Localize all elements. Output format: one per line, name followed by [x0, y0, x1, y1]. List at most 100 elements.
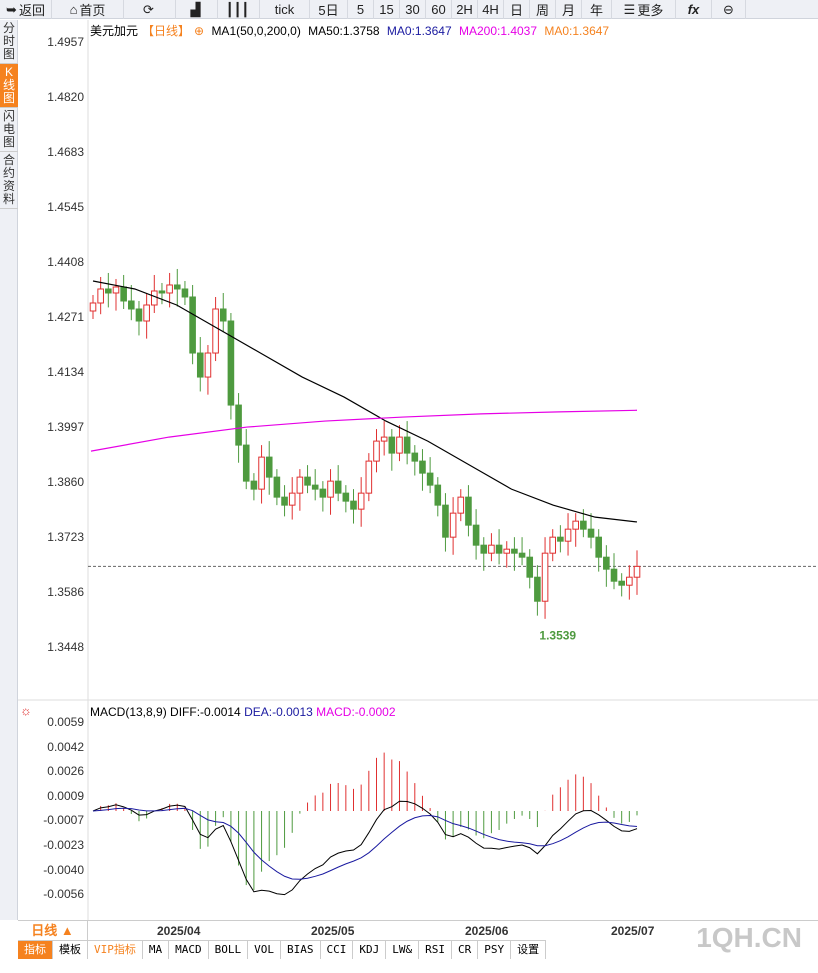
- sidebar-tab[interactable]: 闪电图: [0, 108, 18, 152]
- candle-body: [288, 492, 296, 506]
- ma-indicator-name[interactable]: MA1(50,0,200,0): [211, 24, 301, 38]
- period-5日-button[interactable]: 5日: [310, 0, 348, 19]
- toolbar-label: 年: [589, 3, 603, 18]
- macd-dea-line: [92, 807, 638, 880]
- candle-body: [273, 476, 281, 498]
- candle-body: [365, 460, 373, 494]
- period-年-button[interactable]: 年: [582, 0, 612, 19]
- indicator-tab[interactable]: CCI: [321, 941, 354, 959]
- home-button[interactable]: ⌂ 首页: [52, 0, 124, 19]
- price-axis-label: 1.3997: [47, 420, 84, 434]
- candle-body: [357, 492, 365, 510]
- candle-body: [626, 576, 633, 586]
- toolbar-label: 60: [431, 2, 446, 17]
- candle-body: [235, 404, 242, 446]
- candle-body: [135, 308, 143, 322]
- candle-body: [189, 296, 196, 354]
- candle-body: [587, 528, 595, 538]
- candle-body: [242, 444, 250, 482]
- candle-body: [449, 512, 457, 538]
- toolbar-label: fx: [687, 2, 700, 17]
- macd-axis-label: 0.0009: [47, 788, 84, 803]
- date-label: 2025/05: [311, 924, 355, 938]
- back-button[interactable]: ➥ 返回: [0, 0, 52, 19]
- period-15-button[interactable]: 15: [374, 0, 400, 19]
- candle-body: [250, 480, 258, 490]
- candle-body: [212, 308, 219, 354]
- ma50-line: [92, 280, 638, 523]
- indicator-tab[interactable]: BOLL: [209, 941, 249, 959]
- candle-body: [150, 290, 158, 306]
- indicator-tab[interactable]: VOL: [248, 941, 281, 959]
- period-5-button[interactable]: 5: [348, 0, 374, 19]
- indicator-tab[interactable]: LW&: [386, 941, 420, 959]
- macd-axis-label: -0.0023: [43, 838, 84, 852]
- toolbar-label: 5日: [318, 3, 339, 18]
- candle-body: [419, 460, 426, 474]
- macd-name[interactable]: MACD(13,8,9): [90, 705, 167, 719]
- menu-button[interactable]: ☰ 更多: [612, 0, 676, 19]
- chart-legend: 美元加元 【日线】 ⊕ MA1(50,0,200,0) MA50:1.3758 MA…: [90, 22, 613, 39]
- toolbar-label: 5: [356, 2, 365, 17]
- candle-body: [396, 436, 403, 454]
- indicator-tab[interactable]: BIAS: [281, 941, 321, 959]
- sidebar-tab[interactable]: 分时图: [0, 20, 18, 64]
- add-icon[interactable]: ⊕: [194, 24, 205, 38]
- period-tick-button[interactable]: tick: [260, 0, 310, 19]
- sidebar-tab[interactable]: 合约资料: [0, 152, 18, 209]
- date-label: 2025/04: [157, 924, 201, 938]
- candle-body: [534, 576, 541, 602]
- ma0-value: MA0:1.3647: [386, 24, 452, 38]
- candle-body: [334, 480, 342, 494]
- indicator-tab[interactable]: VIP指标: [88, 941, 143, 959]
- macd-axis-label: 0.0042: [47, 739, 84, 754]
- period-月-button[interactable]: 月: [556, 0, 582, 19]
- candle-body: [304, 476, 311, 486]
- macd-value: MACD:-0.0002: [316, 705, 396, 719]
- period-selector[interactable]: 日线 ▲: [18, 921, 88, 941]
- macd-axis-label: 0.0026: [47, 764, 84, 779]
- indicator-tab[interactable]: MACD: [169, 941, 209, 959]
- period-label[interactable]: 【日线】: [142, 24, 191, 38]
- sidebar-tab[interactable]: K线图: [0, 64, 18, 108]
- candle-body: [518, 552, 526, 558]
- indicator-tab[interactable]: 设置: [511, 941, 547, 959]
- candle-body: [434, 484, 442, 506]
- toolbar-label: 30: [405, 2, 420, 17]
- refresh-button[interactable]: ⟳: [124, 0, 176, 19]
- zoom-out-button[interactable]: ⊖: [712, 0, 746, 19]
- period-60-button[interactable]: 60: [426, 0, 452, 19]
- indicator-tab[interactable]: MA: [143, 941, 170, 959]
- indicator-tab[interactable]: 模板: [53, 941, 88, 959]
- candle-body: [281, 496, 288, 506]
- indicator-tab[interactable]: 指标: [18, 941, 53, 959]
- bar-chart-button[interactable]: ▟: [176, 0, 218, 19]
- indicator-tab[interactable]: PSY: [478, 941, 512, 959]
- indicator-tab[interactable]: CR: [452, 941, 479, 959]
- fx-button[interactable]: fx: [676, 0, 712, 19]
- candle-body: [219, 308, 227, 322]
- period-周-button[interactable]: 周: [530, 0, 556, 19]
- settings-sun-icon[interactable]: ☼: [20, 703, 32, 718]
- sidebar: 分时图 K线图 闪电图 合约资料: [0, 20, 18, 920]
- period-日-button[interactable]: 日: [504, 0, 530, 19]
- symbol-name: 美元加元: [90, 24, 139, 38]
- date-axis: 日线 ▲ 2025/04 2025/05 2025/06 2025/07: [18, 920, 818, 941]
- candlestick-button[interactable]: ┃┃┃: [218, 0, 260, 19]
- candle-body: [158, 290, 166, 294]
- macd-diff: DIFF:-0.0014: [170, 705, 241, 719]
- price-axis-label: 1.4134: [47, 365, 84, 379]
- period-30-button[interactable]: 30: [400, 0, 426, 19]
- period-4H-button[interactable]: 4H: [478, 0, 504, 19]
- period-2H-button[interactable]: 2H: [452, 0, 478, 19]
- candle-body: [327, 480, 334, 498]
- indicator-tab[interactable]: RSI: [419, 941, 452, 959]
- candle-body: [603, 556, 610, 570]
- candle-body: [112, 286, 120, 294]
- price-chart[interactable]: 1.3539: [0, 0, 818, 920]
- candle-body: [457, 496, 465, 514]
- candle-body: [258, 456, 265, 490]
- candle-body: [488, 544, 495, 554]
- indicator-tab[interactable]: KDJ: [353, 941, 387, 959]
- toolbar-label: 返回: [18, 3, 45, 18]
